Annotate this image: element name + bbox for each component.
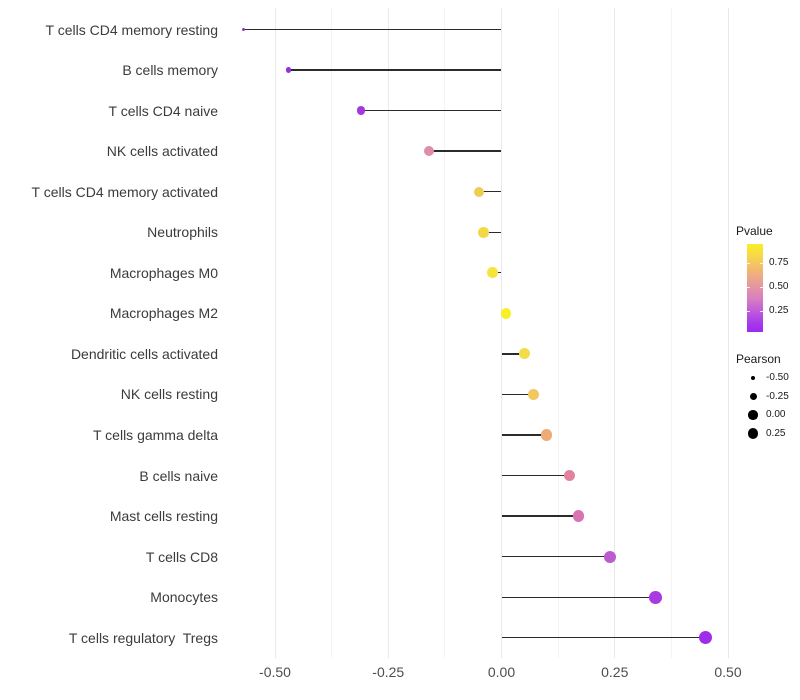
- lollipop-dot: [649, 590, 662, 604]
- pvalue-tick-mark: [760, 262, 763, 264]
- gridline-minor: [557, 8, 559, 658]
- lollipop-segment: [501, 434, 547, 436]
- lollipop-dot: [563, 469, 576, 482]
- lollipop-dot: [572, 510, 585, 522]
- lollipop-segment: [483, 231, 502, 233]
- pearson-legend-label: 0.25: [766, 427, 786, 439]
- category-label: B cells naive: [139, 467, 218, 484]
- pvalue-tick-mark: [747, 287, 750, 289]
- gridline-major: [387, 8, 389, 658]
- lollipop-dot: [518, 348, 530, 360]
- pearson-legend-dot: [750, 375, 756, 381]
- category-label: T cells CD4 memory activated: [31, 183, 218, 200]
- x-axis-tick-label: 0.50: [714, 664, 742, 680]
- pvalue-tick-mark: [760, 310, 763, 312]
- lollipop-dot: [698, 631, 713, 645]
- gridline-minor: [444, 8, 446, 658]
- lollipop-segment: [501, 637, 706, 639]
- lollipop-segment: [501, 474, 570, 477]
- lollipop-segment: [429, 150, 502, 152]
- lollipop-segment: [501, 596, 656, 598]
- lollipop-segment: [501, 353, 525, 355]
- category-label: B cells memory: [122, 62, 218, 79]
- category-label: T cells regulatory Tregs: [68, 629, 218, 646]
- lollipop-segment: [478, 191, 502, 193]
- pearson-legend-dot: [748, 410, 758, 420]
- lollipop-segment: [501, 515, 579, 517]
- gridline-major: [614, 8, 616, 658]
- pearson-size-legend: Pearson -0.50 -0.25 0.00 0.25: [736, 352, 800, 439]
- pearson-legend-label: 0.00: [766, 409, 786, 420]
- pvalue-color-legend: Pvalue 0.75 0.50 0.25: [736, 224, 800, 332]
- pvalue-gradient-bar: [747, 244, 763, 332]
- gridline-major: [727, 8, 729, 658]
- pvalue-legend-title: Pvalue: [736, 224, 773, 238]
- category-label: T cells CD8: [145, 548, 218, 565]
- pearson-legend-dot: [747, 428, 759, 439]
- pvalue-tick-label: 0.25: [769, 304, 789, 316]
- lollipop-dot: [478, 227, 489, 238]
- pvalue-tick-label: 0.75: [769, 256, 789, 268]
- lollipop-segment: [288, 69, 502, 71]
- lollipop-dot: [487, 267, 498, 279]
- lollipop-dot: [285, 67, 292, 73]
- lollipop-dot: [473, 186, 485, 197]
- x-axis-tick-label: -0.25: [372, 664, 405, 680]
- lollipop-dot: [356, 106, 366, 115]
- category-label: T cells gamma delta: [92, 427, 218, 443]
- x-axis-tick-label: 0.00: [487, 664, 516, 680]
- lollipop-dot: [241, 28, 245, 31]
- lollipop-segment: [501, 555, 611, 558]
- pearson-legend-dot: [749, 393, 757, 400]
- category-label: Macrophages M0: [109, 264, 218, 281]
- pvalue-gradient-bar-wrap: 0.75 0.50 0.25: [747, 244, 800, 332]
- category-label: T cells CD4 naive: [108, 102, 218, 119]
- category-label: T cells CD4 memory resting: [45, 21, 218, 38]
- pearson-legend-title: Pearson: [736, 352, 781, 366]
- pvalue-tick-mark: [747, 262, 750, 264]
- gridline-minor: [670, 8, 672, 658]
- category-label: NK cells resting: [120, 386, 218, 403]
- x-axis-tick-label: 0.25: [601, 664, 629, 680]
- pearson-legend-label: -0.50: [766, 372, 789, 383]
- lollipop-dot: [604, 550, 617, 563]
- category-label: Macrophages M2: [109, 305, 218, 322]
- gridline-minor: [331, 8, 333, 658]
- pvalue-tick-mark: [760, 287, 763, 289]
- lollipop-dot: [527, 388, 539, 400]
- category-label: Mast cells resting: [109, 508, 218, 525]
- x-axis-tick-label: -0.50: [259, 664, 291, 680]
- pearson-legend-label: -0.25: [766, 390, 789, 402]
- lollipop-dot: [500, 307, 512, 319]
- gridline-major: [501, 8, 502, 658]
- lollipop-dot: [424, 146, 435, 157]
- pvalue-tick-label: 0.50: [769, 281, 789, 293]
- gridline-major: [274, 8, 276, 658]
- lollipop-segment: [361, 109, 502, 112]
- category-label: Dendritic cells activated: [70, 345, 218, 362]
- category-label: Monocytes: [150, 589, 218, 606]
- lollipop-dot: [541, 429, 553, 441]
- category-label: NK cells activated: [106, 143, 218, 160]
- lollipop-segment: [501, 393, 534, 396]
- pvalue-tick-mark: [747, 310, 750, 312]
- lollipop-segment: [243, 28, 502, 31]
- category-label: Neutrophils: [147, 224, 218, 241]
